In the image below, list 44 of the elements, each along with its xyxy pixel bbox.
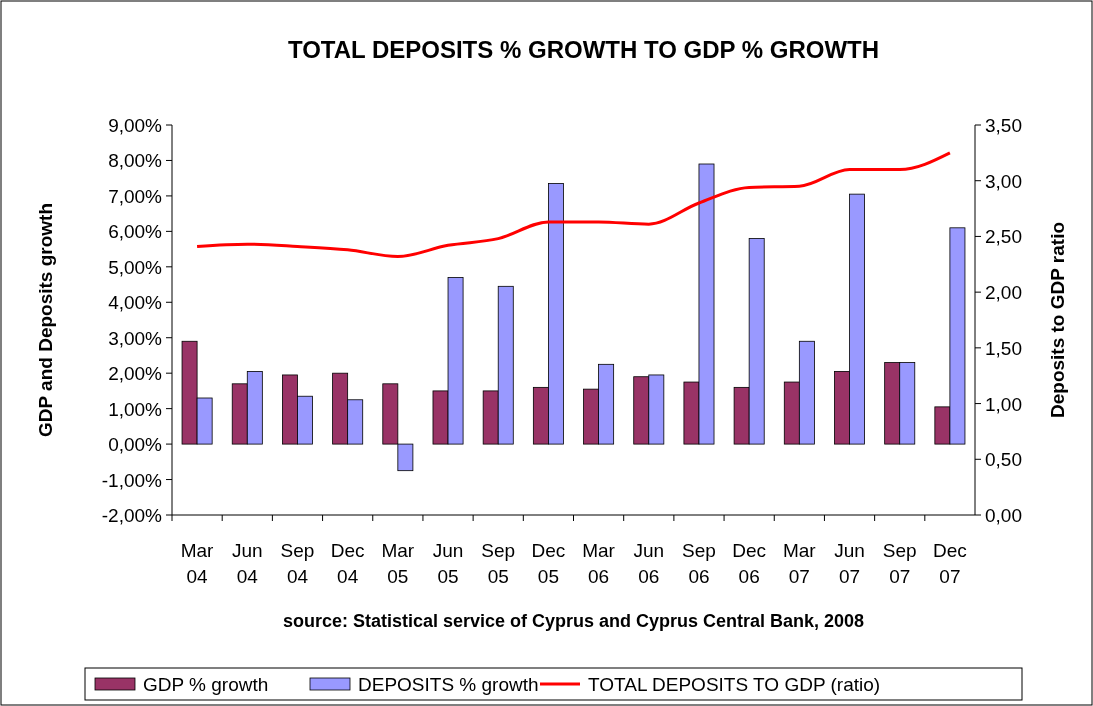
y2-tick-label: 2,00 <box>985 282 1022 304</box>
y2-tick-label: 3,00 <box>985 170 1022 192</box>
y2-tick-label: 3,50 <box>985 115 1022 136</box>
x-tick-label: Sep 06 <box>682 540 716 587</box>
legend-label: GDP % growth <box>143 674 269 695</box>
y-tick-label: 1,00% <box>108 398 163 420</box>
x-tick-label: Jun 05 <box>432 540 464 587</box>
y-tick-label: -2,00% <box>101 505 163 526</box>
y2-tick-label: 1,50 <box>985 337 1022 359</box>
legend-label: TOTAL DEPOSITS TO GDP (ratio) <box>588 674 881 695</box>
y-tick-label: 8,00% <box>108 150 163 172</box>
x-tick-label: Dec 05 <box>531 540 566 587</box>
x-tick-label: Dec 07 <box>933 540 967 587</box>
x-tick-label: Jun 07 <box>834 540 865 587</box>
line-series <box>195 151 952 258</box>
x-tick-label: Dec 04 <box>330 540 365 587</box>
y-tick-label: 7,00% <box>108 185 163 207</box>
legend-label: DEPOSITS % growth <box>358 674 539 695</box>
y2-tick-label: 0,50 <box>985 449 1022 471</box>
x-tick-label: Jun 06 <box>633 540 665 587</box>
y-tick-label: 0,00% <box>108 434 163 456</box>
x-tick-label: Dec 06 <box>732 540 767 587</box>
chart-title: TOTAL DEPOSITS % GROWTH TO GDP % GROWTH <box>287 36 880 63</box>
y2-axis-title: Deposits to GDP ratio <box>1047 221 1068 419</box>
y2-tick-label: 0,00 <box>985 505 1022 526</box>
y-tick-label: 3,00% <box>108 327 163 349</box>
y2-tick-label: 2,50 <box>985 226 1022 248</box>
x-tick-label: Jun 04 <box>231 540 263 587</box>
y-tick-label: 2,00% <box>108 363 163 385</box>
x-tick-label: Mar 06 <box>582 540 616 587</box>
y-tick-label: 6,00% <box>108 221 163 243</box>
x-tick-label: Sep 07 <box>882 540 917 587</box>
x-tick-label: Mar 07 <box>782 540 817 587</box>
x-tick-label: Sep 04 <box>280 540 315 587</box>
y-tick-label: -1,00% <box>101 469 163 491</box>
source-note: source: Statistical service of Cyprus and Cyprus Central Bank, 2008 <box>282 611 865 631</box>
y-tick-label: 4,00% <box>108 292 163 314</box>
y-tick-label: 5,00% <box>108 256 163 278</box>
x-tick-label: Mar 05 <box>381 540 415 587</box>
y-tick-label: 9,00% <box>108 115 163 136</box>
x-tick-label: Mar 04 <box>180 540 215 587</box>
y2-tick-label: 1,00 <box>985 393 1022 415</box>
x-tick-label: Sep 05 <box>481 540 516 587</box>
y-axis-title: GDP and Deposits growth <box>35 202 56 438</box>
